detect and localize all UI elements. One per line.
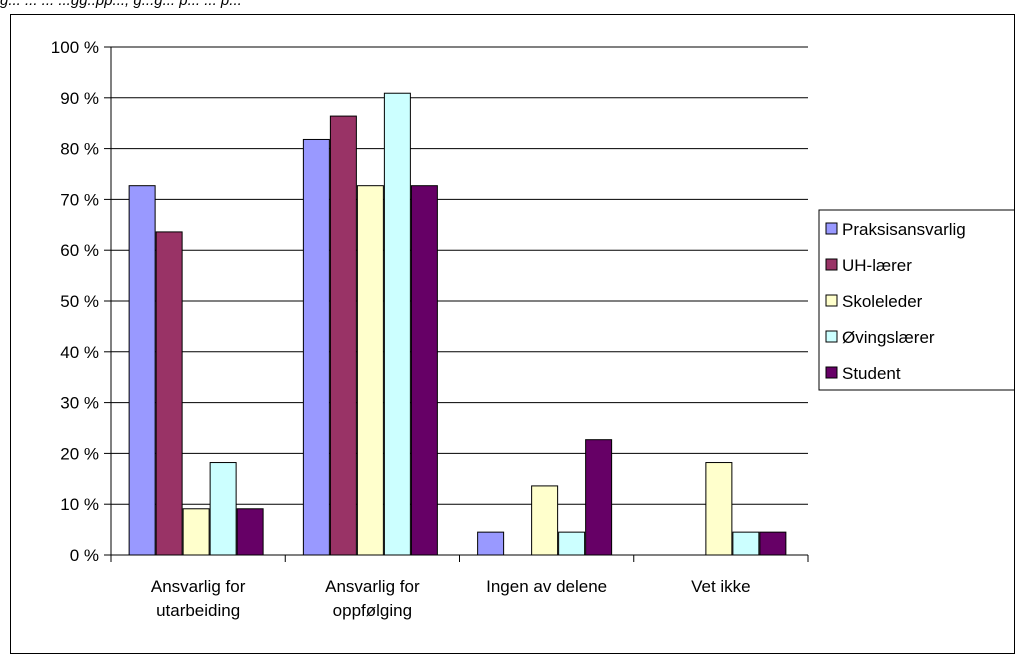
y-tick-label: 0 % bbox=[70, 546, 99, 565]
y-tick-labels: 0 % 10 % 20 % 30 % 40 % 50 % 60 % 70 % 80 % 90 % 1… bbox=[51, 38, 99, 565]
bar-student bbox=[759, 531, 787, 556]
legend-label: Student bbox=[842, 364, 901, 383]
bars bbox=[128, 92, 787, 556]
bar-øvingslærer bbox=[383, 92, 411, 556]
bar-chart: 0 % 10 % 20 % 30 % 40 % 50 % 60 % 70 % 80 % 90 % 1… bbox=[51, 38, 1014, 620]
x-tick-label: Vet ikke bbox=[691, 577, 751, 596]
legend-swatch bbox=[825, 258, 838, 271]
legend-swatch bbox=[825, 330, 838, 343]
legend-label: UH-lærer bbox=[842, 256, 912, 275]
legend-box bbox=[818, 209, 1014, 391]
bar-student bbox=[410, 185, 438, 556]
y-tick-label: 80 % bbox=[60, 140, 99, 159]
bar-skoleleder bbox=[531, 485, 559, 556]
x-tick-label: Ingen av delene bbox=[486, 577, 607, 596]
bar-praksisansvarlig bbox=[128, 185, 156, 556]
y-tick-label: 100 % bbox=[51, 38, 99, 57]
legend-label: Praksisansvarlig bbox=[842, 220, 966, 239]
chart-frame: 0 % 10 % 20 % 30 % 40 % 50 % 60 % 70 % 80 % 90 % 1… bbox=[10, 14, 1015, 654]
y-tick-label: 10 % bbox=[60, 495, 99, 514]
y-tick-label: 70 % bbox=[60, 190, 99, 209]
legend-label: Øvingslærer bbox=[842, 328, 935, 347]
legend: Praksisansvarlig UH-lærer Skoleleder Øvings… bbox=[818, 209, 1014, 391]
legend-swatch bbox=[825, 222, 838, 235]
legend-swatch bbox=[825, 294, 838, 307]
bar-øvingslærer bbox=[209, 462, 237, 556]
legend-swatch bbox=[825, 366, 838, 379]
x-tick-label: oppfølging bbox=[333, 601, 412, 620]
x-tick-label: Ansvarlig for bbox=[151, 577, 246, 596]
bar-skoleleder bbox=[182, 508, 210, 556]
bar-uh-lærer bbox=[155, 231, 183, 556]
y-tick-label: 20 % bbox=[60, 444, 99, 463]
bar-praksisansvarlig bbox=[477, 531, 505, 556]
y-tick-label: 40 % bbox=[60, 343, 99, 362]
bar-øvingslærer bbox=[732, 531, 760, 556]
figure-caption: g... ... ... ...gg..pp..., g...g... p...… bbox=[0, 0, 242, 9]
bar-uh-lærer bbox=[329, 115, 357, 556]
y-tick-label: 30 % bbox=[60, 394, 99, 413]
bar-student bbox=[585, 439, 613, 556]
x-tick-labels: Ansvarlig for utarbeiding Ansvarlig for opp… bbox=[151, 577, 751, 620]
x-tick-label: utarbeiding bbox=[156, 601, 240, 620]
bar-skoleleder bbox=[705, 462, 733, 556]
bar-praksisansvarlig bbox=[302, 138, 330, 556]
legend-label: Skoleleder bbox=[842, 292, 923, 311]
gridlines bbox=[111, 46, 808, 505]
axes bbox=[104, 46, 809, 562]
y-tick-label: 90 % bbox=[60, 89, 99, 108]
bar-skoleleder bbox=[356, 185, 384, 556]
bar-øvingslærer bbox=[558, 531, 586, 556]
x-tick-label: Ansvarlig for bbox=[325, 577, 420, 596]
bar-student bbox=[236, 508, 264, 556]
y-tick-label: 50 % bbox=[60, 292, 99, 311]
y-tick-label: 60 % bbox=[60, 241, 99, 260]
